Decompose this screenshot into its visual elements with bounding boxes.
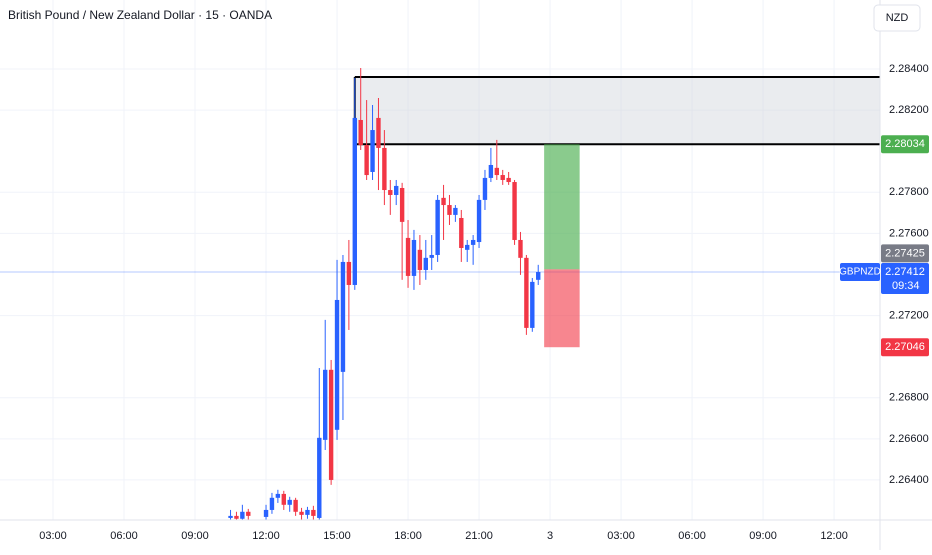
candle-body <box>323 369 328 440</box>
x-tick-label: 09:00 <box>181 530 209 542</box>
candle-body <box>423 257 428 270</box>
candle-body <box>287 499 292 505</box>
x-tick-label: 12:00 <box>252 530 280 542</box>
candle-body <box>382 147 387 191</box>
grid <box>0 0 880 520</box>
candle-body <box>352 117 357 285</box>
candle-body <box>494 167 500 176</box>
candle-body <box>536 272 541 280</box>
y-tick-label: 2.27600 <box>889 227 929 239</box>
x-tick-label: 12:00 <box>820 530 848 542</box>
axes: 2.26400 2.26600 2.26800 2.27200 2.27600 2.278… <box>39 63 929 542</box>
candle-body <box>275 493 281 498</box>
candle-body <box>281 493 286 505</box>
chart-title: British Pound / New Zealand Dollar · 15 … <box>8 8 272 22</box>
candle-body <box>429 254 434 258</box>
candle-body <box>246 511 251 516</box>
stop-area <box>544 269 580 348</box>
y-tick-label: 2.28200 <box>889 104 929 116</box>
last-price-label: 2.27412 <box>885 266 925 278</box>
candle-body <box>459 217 464 248</box>
candle-body <box>447 205 452 215</box>
candle-body <box>364 145 369 176</box>
x-tick-label: 03:00 <box>607 530 635 542</box>
candle-body <box>263 509 269 517</box>
zone-box <box>354 77 880 145</box>
y-tick-label: 2.27800 <box>889 186 929 198</box>
x-tick-label: 15:00 <box>323 530 351 542</box>
y-tick-label: 2.28400 <box>889 63 929 75</box>
candle-body <box>524 257 529 328</box>
candle-body <box>346 261 352 285</box>
candle-body <box>317 437 322 518</box>
stop-label-box <box>881 338 929 357</box>
x-tick-label: 09:00 <box>749 530 777 542</box>
entry-label-box <box>881 244 929 263</box>
y-tick-label: 2.26800 <box>889 392 929 404</box>
candle-body <box>470 239 476 245</box>
currency-button[interactable] <box>873 4 921 32</box>
candle-body <box>506 177 511 183</box>
candle-body <box>358 119 363 146</box>
candle-body <box>305 509 310 515</box>
candle-body <box>411 239 417 276</box>
candle-body <box>488 164 494 178</box>
x-tick-label: 21:00 <box>465 530 493 542</box>
candle-body <box>234 515 239 519</box>
candle-body <box>476 199 482 243</box>
candle-body <box>299 511 304 515</box>
candle-body <box>530 281 535 328</box>
candle-body <box>482 177 488 200</box>
y-tick-label: 2.27200 <box>889 309 929 321</box>
candle-body <box>334 299 340 430</box>
entry-label: 2.27425 <box>885 247 925 259</box>
candle-body <box>405 237 411 276</box>
last-price-box <box>881 263 929 295</box>
stop-label: 2.27046 <box>885 341 925 353</box>
y-tick-label: 2.26400 <box>889 474 929 486</box>
candle-body <box>518 239 523 258</box>
candle-body <box>399 187 405 222</box>
x-tick-label: 3 <box>547 530 553 542</box>
candle-body <box>441 197 446 206</box>
currency-label[interactable]: NZD <box>886 12 909 24</box>
target-label-box <box>881 135 929 154</box>
candle-body <box>328 369 334 480</box>
candle-body <box>417 249 423 270</box>
x-tick-label: 03:00 <box>39 530 67 542</box>
target-label: 2.28034 <box>885 138 925 150</box>
candle-body <box>240 511 245 519</box>
candle-body <box>512 182 517 240</box>
symbol-box <box>840 263 880 282</box>
candle-body <box>376 117 381 148</box>
plot-area <box>0 68 880 520</box>
candle-body <box>269 497 275 510</box>
candle-body <box>340 261 346 372</box>
candle-body <box>370 130 375 172</box>
candle-body <box>435 199 440 255</box>
candle-body <box>500 175 505 180</box>
x-tick-label: 06:00 <box>110 530 138 542</box>
candle-body <box>228 515 233 518</box>
candle-body <box>293 499 298 512</box>
candle-body <box>453 207 458 215</box>
countdown-label: 09:34 <box>892 280 920 292</box>
x-tick-label: 18:00 <box>394 530 422 542</box>
y-tick-label: 2.26600 <box>889 433 929 445</box>
candle-body <box>388 190 393 195</box>
symbol-label: GBPNZD <box>839 267 881 278</box>
candle-body <box>394 185 399 195</box>
candle-body <box>311 509 316 516</box>
x-tick-label: 06:00 <box>678 530 706 542</box>
target-area <box>544 144 580 270</box>
candle-body <box>465 244 470 250</box>
